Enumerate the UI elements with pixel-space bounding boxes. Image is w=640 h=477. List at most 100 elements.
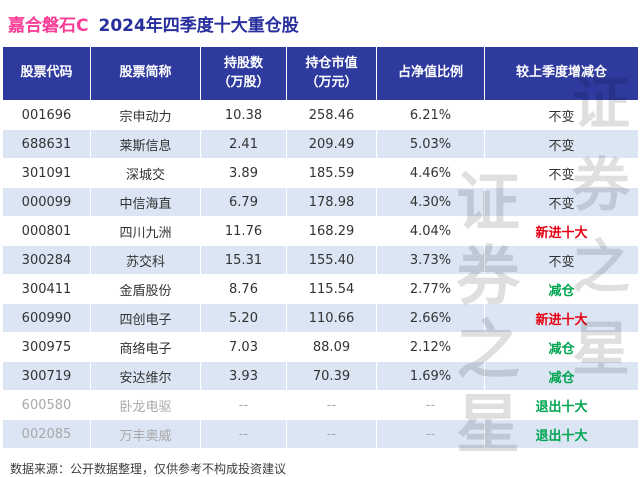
cell-market-value: 258.46 [286,100,377,130]
cell-market-value: 115.54 [286,274,377,304]
change-label: 不变 [548,138,575,154]
cell-shares: 11.76 [200,216,287,246]
change-label: 新进十大 [535,312,588,328]
cell-stock-code: 300719 [2,361,91,391]
cell-stock-code: 688631 [2,129,91,159]
header-stock-code: 股票代码 [2,46,91,101]
cell-stock-name: 金盾股份 [90,274,201,304]
cell-stock-name: 苏交科 [90,245,201,275]
header-shares: 持股数 （万股） [200,46,287,101]
cell-stock-name: 莱斯信息 [90,129,201,159]
header-shares-line2: （万股） [217,74,270,90]
cell-net-ratio: 4.04% [376,216,485,246]
change-label: 减仓 [548,341,575,357]
table-row: 300411 金盾股份 8.76 115.54 2.77% 减仓 [2,274,639,304]
table-header-row: 股票代码 股票简称 持股数 （万股） 持仓市值 （万元） 占净值比例 较上季度增… [2,46,639,101]
cell-stock-code: 000099 [2,187,91,217]
cell-change: 退出十大 [484,390,639,420]
cell-shares: 6.79 [200,187,287,217]
cell-change: 减仓 [484,332,639,362]
cell-net-ratio: 4.46% [376,158,485,188]
cell-market-value: 155.40 [286,245,377,275]
cell-shares: 3.89 [200,158,287,188]
cell-shares: -- [200,390,287,420]
cell-net-ratio: 6.21% [376,100,485,130]
cell-stock-name: 宗申动力 [90,100,201,130]
cell-stock-code: 001696 [2,100,91,130]
cell-change: 新进十大 [484,303,639,333]
cell-net-ratio: -- [376,390,485,420]
change-label: 新进十大 [535,225,588,241]
cell-change: 退出十大 [484,419,639,449]
header-stock-name: 股票简称 [90,46,201,101]
holdings-table: 股票代码 股票简称 持股数 （万股） 持仓市值 （万元） 占净值比例 较上季度增… [2,46,639,449]
cell-stock-name: 万丰奥威 [90,419,201,449]
cell-stock-name: 中信海直 [90,187,201,217]
cell-market-value: -- [286,390,377,420]
cell-shares: 15.31 [200,245,287,275]
cell-shares: 10.38 [200,100,287,130]
table-row: 300719 安达维尔 3.93 70.39 1.69% 减仓 [2,361,639,391]
cell-net-ratio: 2.77% [376,274,485,304]
table-row: 300975 商络电子 7.03 88.09 2.12% 减仓 [2,332,639,362]
table-row: 301091 深城交 3.89 185.59 4.46% 不变 [2,158,639,188]
cell-stock-code: 600990 [2,303,91,333]
cell-stock-code: 000801 [2,216,91,246]
cell-shares: 5.20 [200,303,287,333]
cell-net-ratio: 1.69% [376,361,485,391]
table-row: 000099 中信海直 6.79 178.98 4.30% 不变 [2,187,639,217]
cell-stock-code: 300975 [2,332,91,362]
cell-stock-name: 商络电子 [90,332,201,362]
cell-net-ratio: 4.30% [376,187,485,217]
change-label: 不变 [548,254,575,270]
table-row: 300284 苏交科 15.31 155.40 3.73% 不变 [2,245,639,275]
cell-stock-code: 300411 [2,274,91,304]
cell-shares: 7.03 [200,332,287,362]
change-label: 减仓 [548,370,575,386]
page-title: 嘉合磐石C 2024年四季度十大重仓股 [2,9,638,46]
table-row: 600990 四创电子 5.20 110.66 2.66% 新进十大 [2,303,639,333]
change-label: 不变 [548,196,575,212]
cell-net-ratio: -- [376,419,485,449]
cell-stock-name: 四川九洲 [90,216,201,246]
cell-stock-name: 四创电子 [90,303,201,333]
cell-stock-code: 300284 [2,245,91,275]
cell-market-value: 70.39 [286,361,377,391]
cell-change: 不变 [484,129,639,159]
cell-net-ratio: 2.12% [376,332,485,362]
change-label: 退出十大 [535,428,588,444]
cell-change: 新进十大 [484,216,639,246]
cell-stock-code: 301091 [2,158,91,188]
header-change: 较上季度增减仓 [484,46,639,101]
cell-stock-name: 深城交 [90,158,201,188]
cell-net-ratio: 2.66% [376,303,485,333]
table-row: 600580 卧龙电驱 -- -- -- 退出十大 [2,390,639,420]
fund-name: 嘉合磐石C [8,16,89,36]
cell-market-value: 110.66 [286,303,377,333]
cell-shares: 3.93 [200,361,287,391]
cell-stock-code: 600580 [2,390,91,420]
cell-stock-name: 安达维尔 [90,361,201,391]
table-row: 000801 四川九洲 11.76 168.29 4.04% 新进十大 [2,216,639,246]
table-header: 股票代码 股票简称 持股数 （万股） 持仓市值 （万元） 占净值比例 较上季度增… [2,46,639,101]
change-label: 不变 [548,167,575,183]
header-market-value-line2: （万元） [305,74,358,90]
change-label: 退出十大 [535,399,588,415]
cell-change: 不变 [484,187,639,217]
cell-change: 不变 [484,100,639,130]
cell-market-value: 168.29 [286,216,377,246]
cell-market-value: 185.59 [286,158,377,188]
table-body: 001696 宗申动力 10.38 258.46 6.21% 不变 688631… [2,100,639,449]
table-row: 688631 莱斯信息 2.41 209.49 5.03% 不变 [2,129,639,159]
cell-change: 减仓 [484,361,639,391]
cell-shares: 2.41 [200,129,287,159]
cell-net-ratio: 5.03% [376,129,485,159]
header-shares-line1: 持股数 [223,56,263,72]
table-row: 002085 万丰奥威 -- -- -- 退出十大 [2,419,639,449]
header-market-value-line1: 持仓市值 [305,56,358,72]
title-text: 2024年四季度十大重仓股 [98,16,299,36]
cell-change: 不变 [484,158,639,188]
table-row: 001696 宗申动力 10.38 258.46 6.21% 不变 [2,100,639,130]
cell-shares: -- [200,419,287,449]
